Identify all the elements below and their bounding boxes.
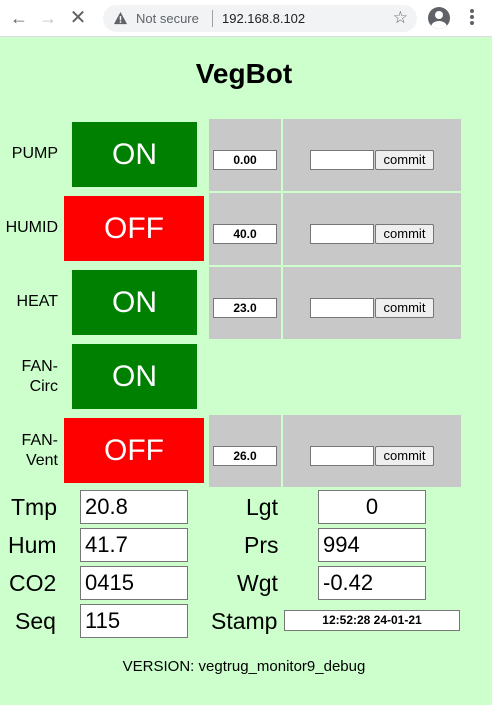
sensor-value-lgt: 0 [318,490,426,524]
back-arrow-icon[interactable]: ← [10,8,28,28]
humid-commit-button[interactable]: commit [375,224,434,244]
profile-avatar-icon[interactable] [428,7,450,29]
menu-kebab-icon[interactable] [462,9,482,29]
sensor-value-prs: 994 [318,528,426,562]
sensor-label-hum: Hum [8,532,57,558]
address-separator [212,10,213,27]
pump-commit-button[interactable]: commit [375,150,434,170]
heat-setpoint-value: 23.0 [213,298,277,318]
heat-setpoint-input[interactable] [310,298,374,318]
device-label-fan-circ: FAN- Circ [21,358,58,395]
sensor-label-wgt: Wgt [237,570,278,596]
sensor-value-hum: 41.7 [80,528,188,562]
warning-icon[interactable] [113,11,128,26]
device-label-humid: HUMID [5,219,58,236]
version-text: VERSION: vegtrug_monitor9_debug [122,658,366,675]
heat-toggle-button[interactable]: ON [72,270,197,335]
device-label-pump: PUMP [11,145,58,162]
pump-toggle-button[interactable]: ON [72,122,197,187]
fan-vent-setpoint-value: 26.0 [213,446,277,466]
timestamp-value: 12:52:28 24-01-21 [284,610,460,631]
sensor-value-seq: 115 [80,604,188,638]
device-label-fan-vent: FAN- Vent [21,432,58,469]
fan-circ-toggle-button[interactable]: ON [72,344,197,409]
stop-loading-icon[interactable]: ✕ [69,7,87,29]
bookmark-star-icon[interactable]: ☆ [392,8,408,27]
url-text[interactable]: 192.168.8.102 [222,11,306,26]
humid-setpoint-value: 40.0 [213,224,277,244]
security-label[interactable]: Not secure [136,11,199,26]
sensor-label-tmp: Tmp [11,494,57,520]
sensor-value-co2: 0415 [80,566,188,600]
address-bar[interactable]: Not secure 192.168.8.102 ☆ [103,5,417,32]
pump-setpoint-input[interactable] [310,150,374,170]
browser-toolbar: ← → ✕ Not secure 192.168.8.102 ☆ [0,0,492,37]
device-label-heat: HEAT [16,293,58,310]
pump-setpoint-value: 0.00 [213,150,277,170]
page-title: VegBot [195,58,293,89]
humid-toggle-button[interactable]: OFF [64,196,204,261]
forward-arrow-icon[interactable]: → [39,8,57,28]
sensor-value-wgt: -0.42 [318,566,426,600]
heat-commit-button[interactable]: commit [375,298,434,318]
humid-setpoint-input[interactable] [310,224,374,244]
sensor-label-prs: Prs [244,532,279,558]
sensor-label-stamp: Stamp [211,608,278,634]
fan-vent-commit-button[interactable]: commit [375,446,434,466]
sensor-label-co2: CO2 [9,570,57,596]
fan-vent-toggle-button[interactable]: OFF [64,418,204,483]
sensor-label-lgt: Lgt [246,494,278,520]
sensor-label-seq: Seq [15,608,56,634]
sensor-value-tmp: 20.8 [80,490,188,524]
fan-vent-setpoint-input[interactable] [310,446,374,466]
